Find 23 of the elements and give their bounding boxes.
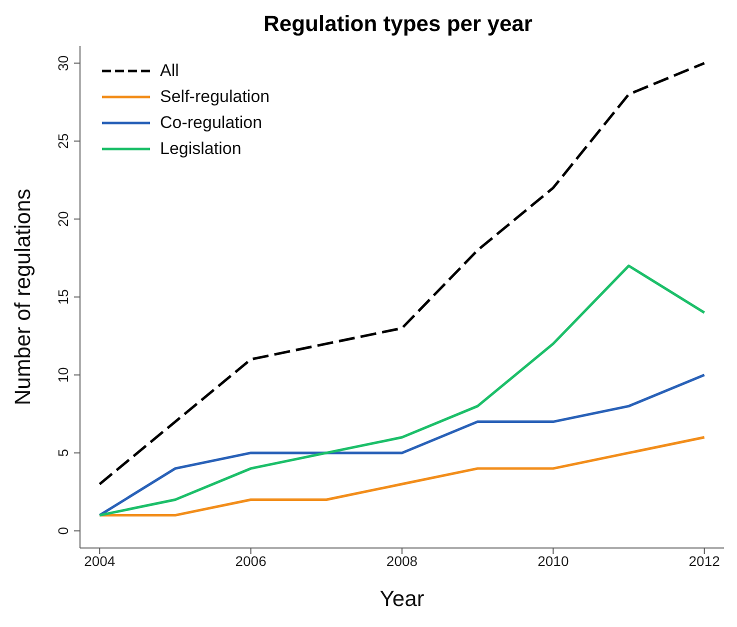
y-tick-label: 30: [55, 55, 71, 71]
x-tick-label: 2004: [84, 552, 116, 569]
x-tick-label: 2012: [688, 552, 720, 569]
line-series: [98, 374, 706, 517]
legend-label: Legislation: [160, 139, 242, 159]
y-tick-label: 20: [55, 211, 71, 227]
y-tick-label: 10: [55, 366, 71, 383]
x-tick-label: 2010: [538, 552, 569, 569]
legend-label: Self-regulation: [160, 87, 270, 107]
legend-label: All: [160, 61, 179, 81]
x-tick-label: 2006: [235, 552, 267, 569]
y-tick-label: 5: [55, 448, 71, 457]
x-tick-label: 2008: [386, 552, 418, 569]
line-series: [98, 436, 706, 517]
legend-label: Co-regulation: [160, 113, 262, 133]
y-tick-label: 25: [55, 133, 71, 149]
chart-title: Regulation types per year: [262, 10, 534, 38]
line-series: [98, 264, 706, 517]
y-tick-label: 15: [55, 289, 71, 305]
y-axis-title: Number of regulations: [10, 188, 35, 406]
x-axis-title: Year: [380, 586, 424, 611]
line-series: [98, 62, 706, 486]
y-tick-label: 0: [55, 526, 71, 535]
